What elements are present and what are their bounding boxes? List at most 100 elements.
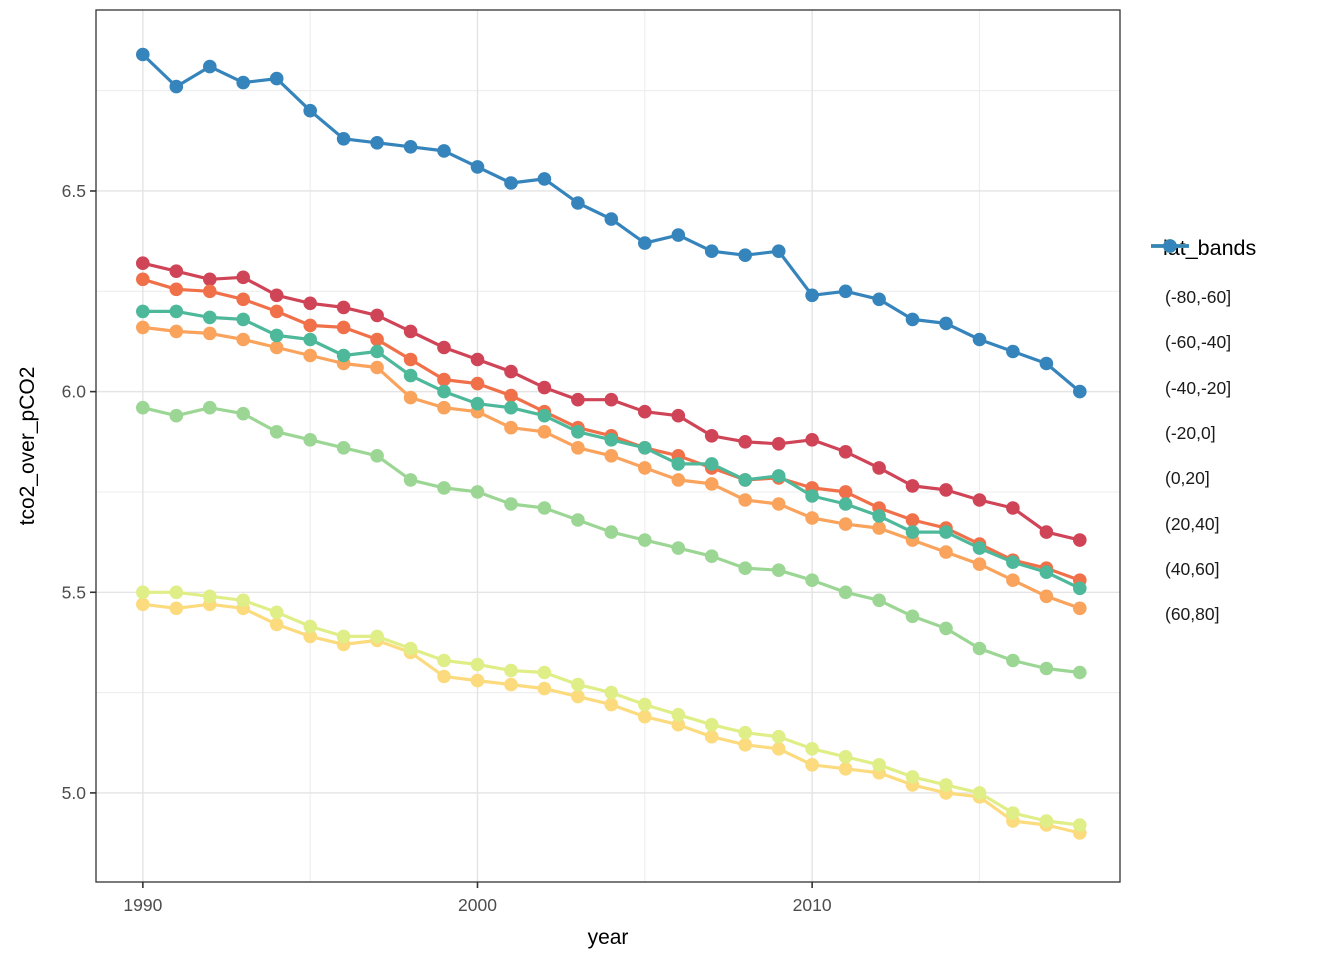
data-point: [838, 517, 853, 531]
y-tick-label: 6.0: [62, 382, 87, 402]
data-point: [203, 326, 217, 341]
data-point: [269, 425, 284, 439]
data-point: [872, 758, 886, 772]
data-point: [704, 549, 719, 563]
data-point: [403, 324, 418, 339]
data-point: [939, 778, 953, 792]
data-point: [972, 332, 987, 347]
data-point: [470, 160, 485, 174]
data-point: [872, 461, 886, 475]
x-tick-label: 2010: [793, 895, 832, 915]
data-point: [838, 445, 853, 459]
data-point: [738, 561, 752, 575]
data-point: [571, 677, 585, 692]
data-point: [738, 435, 752, 449]
legend-entry-label: (-20,0]: [1165, 423, 1216, 444]
data-point: [604, 449, 619, 463]
data-point: [470, 485, 485, 499]
series-(-40,-20]: [136, 320, 1087, 616]
data-point: [303, 619, 318, 634]
data-point: [838, 485, 853, 499]
data-point: [504, 388, 518, 403]
data-point: [571, 441, 585, 455]
y-axis-title: tco2_over_pCO2: [16, 366, 39, 526]
data-point: [771, 729, 786, 744]
data-point: [303, 332, 318, 347]
data-point: [136, 597, 150, 612]
data-point: [671, 541, 686, 555]
data-point: [504, 400, 518, 415]
legend-entry: (40,60]: [1150, 239, 1340, 592]
data-point: [203, 400, 217, 415]
data-point: [303, 103, 318, 118]
data-point: [303, 318, 318, 333]
data-point: [638, 697, 652, 712]
data-point: [972, 541, 987, 555]
data-point: [336, 629, 351, 644]
data-point: [704, 729, 719, 744]
data-point: [136, 585, 150, 600]
data-point: [269, 605, 284, 620]
legend-entry: (60,80]: [1150, 239, 1340, 637]
data-point: [236, 593, 250, 608]
data-point: [939, 316, 953, 331]
data-point: [437, 384, 451, 399]
data-point: [303, 348, 318, 363]
data-point: [638, 404, 652, 419]
data-point: [704, 477, 719, 491]
data-point: [604, 433, 619, 447]
data-point: [269, 71, 284, 86]
legend-entry: (-80,-60]: [1150, 239, 1340, 320]
data-point: [136, 400, 150, 415]
data-point: [403, 140, 418, 154]
data-point: [203, 272, 217, 287]
data-point: [838, 750, 853, 764]
data-point: [437, 400, 451, 415]
y-tick-label: 5.0: [62, 783, 87, 803]
legend-entry: (-20,0]: [1150, 239, 1340, 456]
data-point: [838, 762, 853, 776]
data-point: [905, 479, 920, 493]
data-point: [470, 376, 485, 391]
data-point: [403, 390, 418, 405]
data-point: [1073, 533, 1087, 547]
data-point: [638, 461, 652, 475]
data-point: [939, 483, 953, 497]
series-(40,60]: [136, 304, 1087, 596]
data-point: [504, 364, 518, 379]
data-point: [203, 284, 217, 299]
data-point: [604, 685, 619, 700]
data-point: [704, 717, 719, 732]
data-point: [1073, 818, 1087, 832]
data-point: [838, 497, 853, 511]
series-(20,40]: [136, 400, 1087, 680]
data-point: [1006, 555, 1020, 569]
data-point: [403, 352, 418, 367]
data-point: [738, 473, 752, 487]
legend-entry-label: (-80,-60]: [1165, 287, 1232, 308]
data-point: [537, 380, 552, 395]
data-point: [1039, 565, 1054, 579]
legend-key-icon: [1151, 239, 1189, 253]
data-point: [203, 589, 217, 604]
data-point: [169, 585, 184, 600]
data-point: [136, 272, 150, 287]
data-point: [236, 406, 250, 421]
plot-panel: [96, 10, 1120, 882]
x-tick-label: 1990: [123, 895, 162, 915]
data-point: [905, 770, 920, 784]
legend-entry-label: (40,60]: [1165, 558, 1220, 579]
data-point: [771, 742, 786, 756]
data-point: [771, 497, 786, 511]
data-point: [437, 669, 451, 684]
data-point: [269, 617, 284, 632]
data-point: [604, 525, 619, 539]
data-point: [403, 368, 418, 383]
data-point: [269, 340, 284, 355]
legend-entry: (0,20]: [1150, 239, 1340, 501]
data-point: [203, 310, 217, 325]
data-point: [1039, 661, 1054, 676]
data-point: [336, 300, 351, 315]
data-point: [203, 59, 217, 74]
